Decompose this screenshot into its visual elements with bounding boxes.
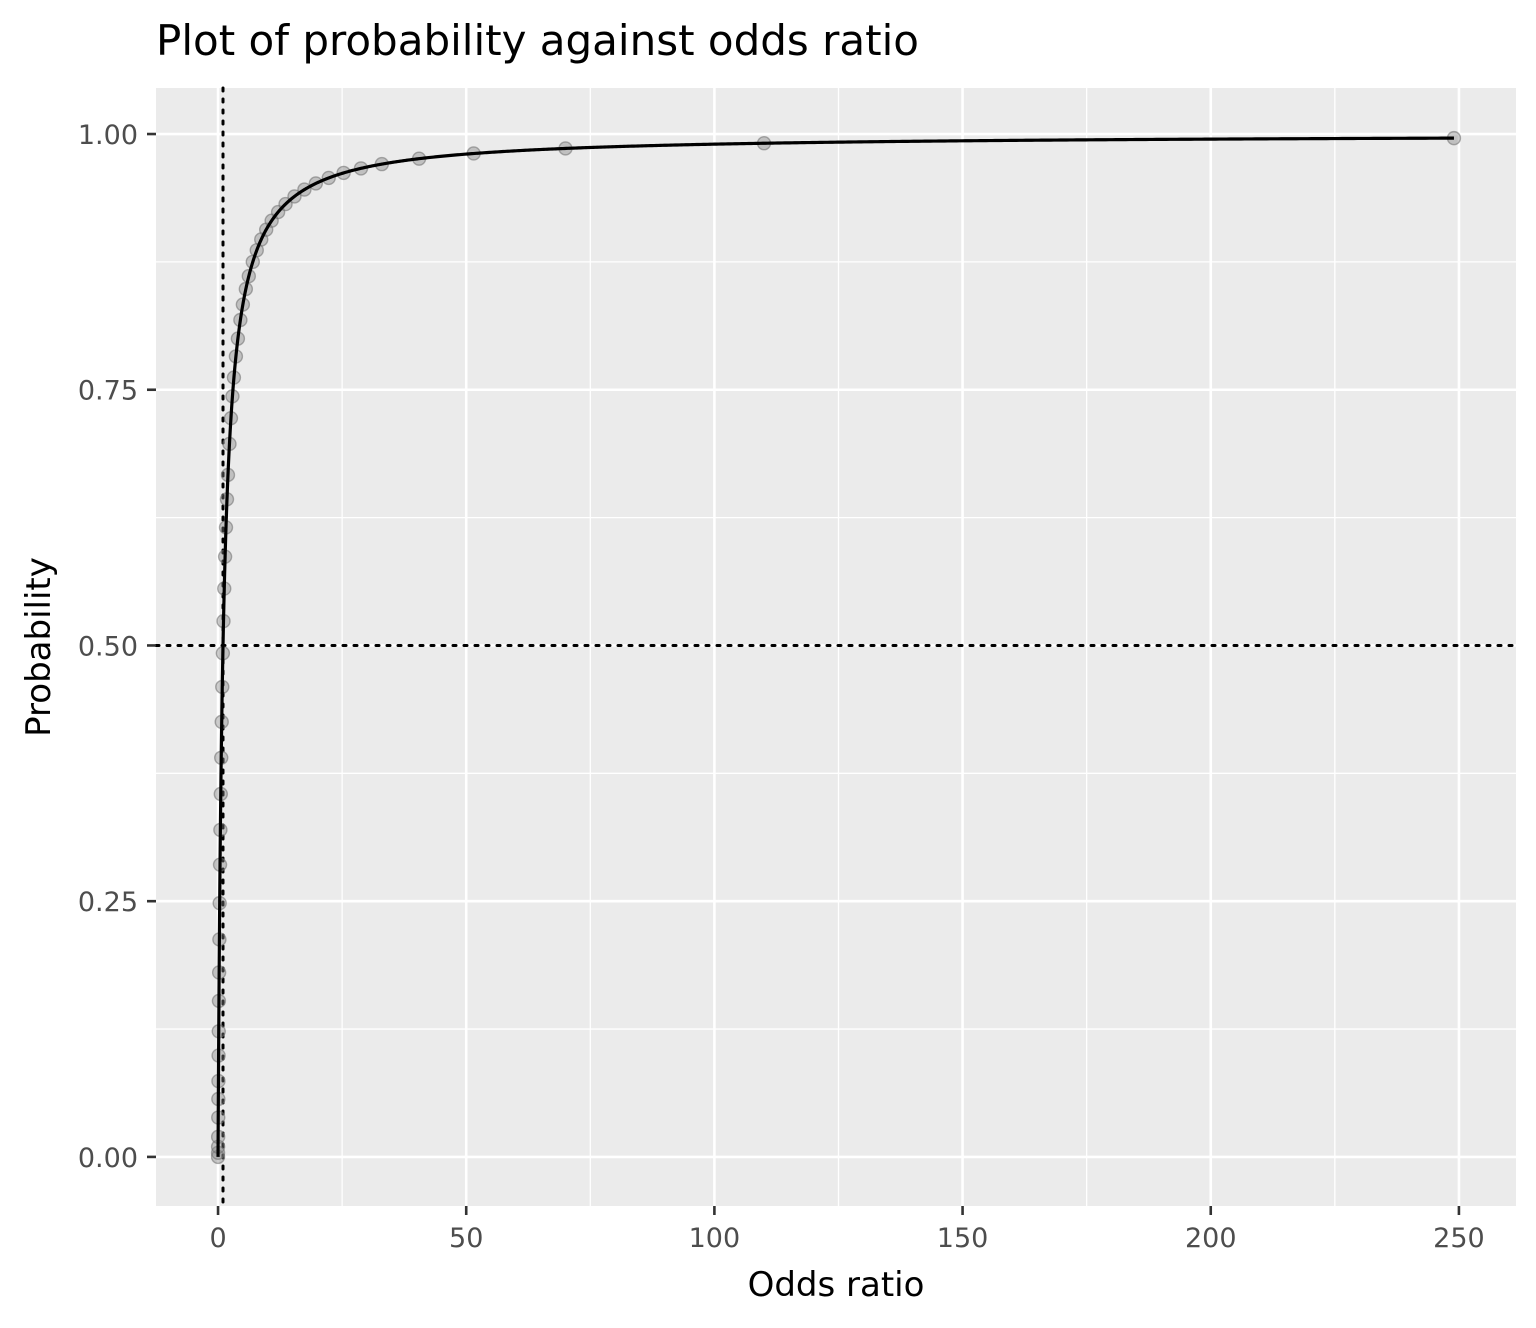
reference-lines xyxy=(154,86,1518,1208)
x-tick-label: 50 xyxy=(449,1223,483,1254)
x-axis-ticks: 0 50 100 150 200 250 xyxy=(209,1206,1485,1254)
plot-panel xyxy=(156,88,1516,1206)
y-axis-title: Probability xyxy=(19,557,59,737)
grid-major xyxy=(156,88,1516,1206)
y-tick-label: 0.50 xyxy=(78,631,138,662)
y-tick-label: 0.75 xyxy=(78,376,138,407)
x-tick-label: 250 xyxy=(1433,1223,1485,1254)
y-tick-label: 1.00 xyxy=(78,120,138,151)
x-tick-label: 0 xyxy=(209,1223,226,1254)
y-axis-ticks: 0.00 0.25 0.50 0.75 1.00 xyxy=(78,120,156,1174)
x-tick-label: 100 xyxy=(689,1223,741,1254)
grid-minor xyxy=(156,88,1516,1206)
fitted-curve xyxy=(216,136,1454,1157)
y-tick-label: 0.00 xyxy=(78,1143,138,1174)
x-axis-title: Odds ratio xyxy=(748,1265,925,1305)
y-tick-label: 0.25 xyxy=(78,887,138,918)
x-tick-label: 150 xyxy=(937,1223,989,1254)
x-tick-label: 200 xyxy=(1185,1223,1237,1254)
chart-title: Plot of probability against odds ratio xyxy=(156,16,919,65)
